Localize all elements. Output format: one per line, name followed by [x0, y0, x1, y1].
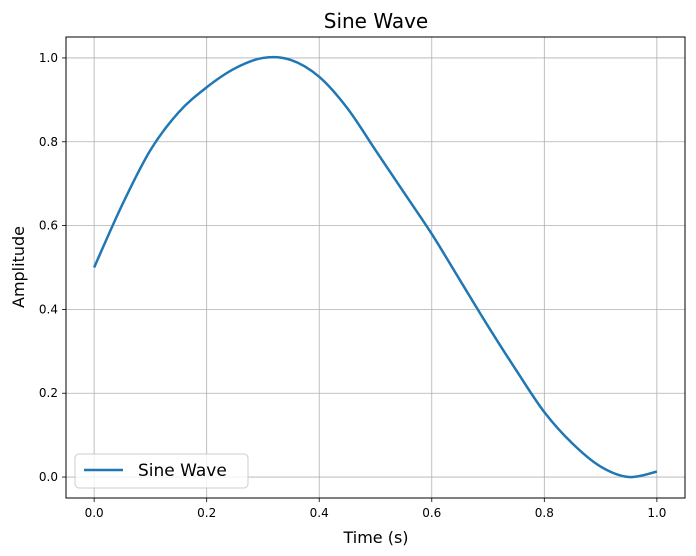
legend: Sine Wave	[74, 453, 249, 489]
y-tick-label: 0.2	[39, 386, 58, 400]
tick-layer: 0.0 0.2 0.4 0.6 0.8 1.0 0.0 0.2 0.4 0.6 0.8 1.0	[39, 51, 667, 520]
x-tick-label: 0.6	[422, 506, 441, 520]
y-tick-label: 1.0	[39, 51, 58, 65]
y-tick-label: 0.6	[39, 219, 58, 233]
x-tick-label: 0.2	[197, 506, 216, 520]
series-layer	[92, 55, 658, 479]
x-tick-label: 0.0	[85, 506, 104, 520]
legend-box	[74, 453, 249, 489]
grid-layer	[66, 37, 685, 498]
legend-label-sine-wave: Sine Wave	[138, 461, 227, 481]
x-tick-label: 0.4	[310, 506, 329, 520]
plot-frame	[65, 36, 686, 499]
x-axis-label: Time (s)	[342, 528, 408, 547]
series-line-sine-wave	[92, 55, 658, 479]
y-axis-label: Amplitude	[9, 226, 28, 308]
x-tick-label: 0.8	[535, 506, 554, 520]
y-tick-label: 0.8	[39, 135, 58, 149]
x-tick-label: 1.0	[647, 506, 666, 520]
y-tick-label: 0.0	[39, 470, 58, 484]
chart-title: Sine Wave	[324, 9, 428, 33]
y-tick-label: 0.4	[39, 302, 58, 316]
